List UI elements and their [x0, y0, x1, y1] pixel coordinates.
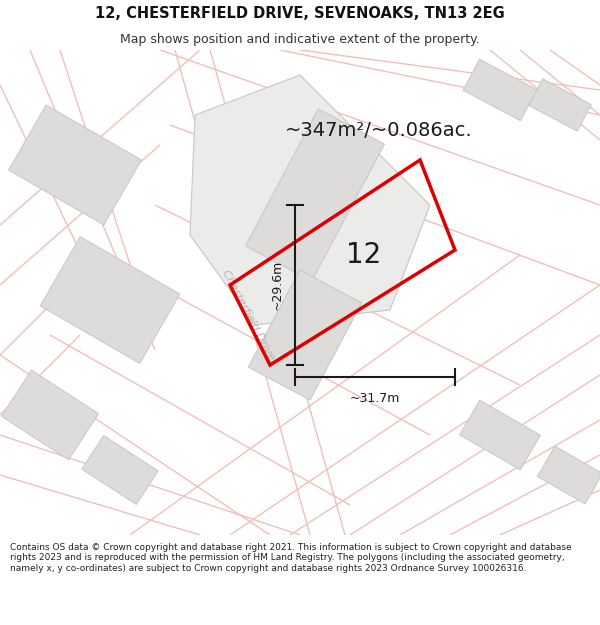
Polygon shape — [460, 400, 541, 470]
Text: Contains OS data © Crown copyright and database right 2021. This information is : Contains OS data © Crown copyright and d… — [10, 543, 572, 572]
Text: ~347m²/~0.086ac.: ~347m²/~0.086ac. — [285, 121, 473, 139]
Text: 12, CHESTERFIELD DRIVE, SEVENOAKS, TN13 2EG: 12, CHESTERFIELD DRIVE, SEVENOAKS, TN13 … — [95, 6, 505, 21]
Polygon shape — [248, 270, 362, 400]
Text: Map shows position and indicative extent of the property.: Map shows position and indicative extent… — [120, 32, 480, 46]
Text: 12: 12 — [346, 241, 382, 269]
Polygon shape — [40, 237, 180, 363]
Polygon shape — [463, 59, 537, 121]
Polygon shape — [538, 446, 600, 504]
Polygon shape — [82, 436, 158, 504]
Polygon shape — [245, 109, 385, 281]
Polygon shape — [1, 370, 98, 460]
Text: ~31.7m: ~31.7m — [350, 392, 400, 406]
Polygon shape — [8, 105, 142, 225]
Polygon shape — [529, 79, 592, 131]
Text: Chesterfield Drive: Chesterfield Drive — [220, 268, 276, 362]
Polygon shape — [190, 75, 430, 325]
Text: ~29.6m: ~29.6m — [271, 260, 284, 310]
